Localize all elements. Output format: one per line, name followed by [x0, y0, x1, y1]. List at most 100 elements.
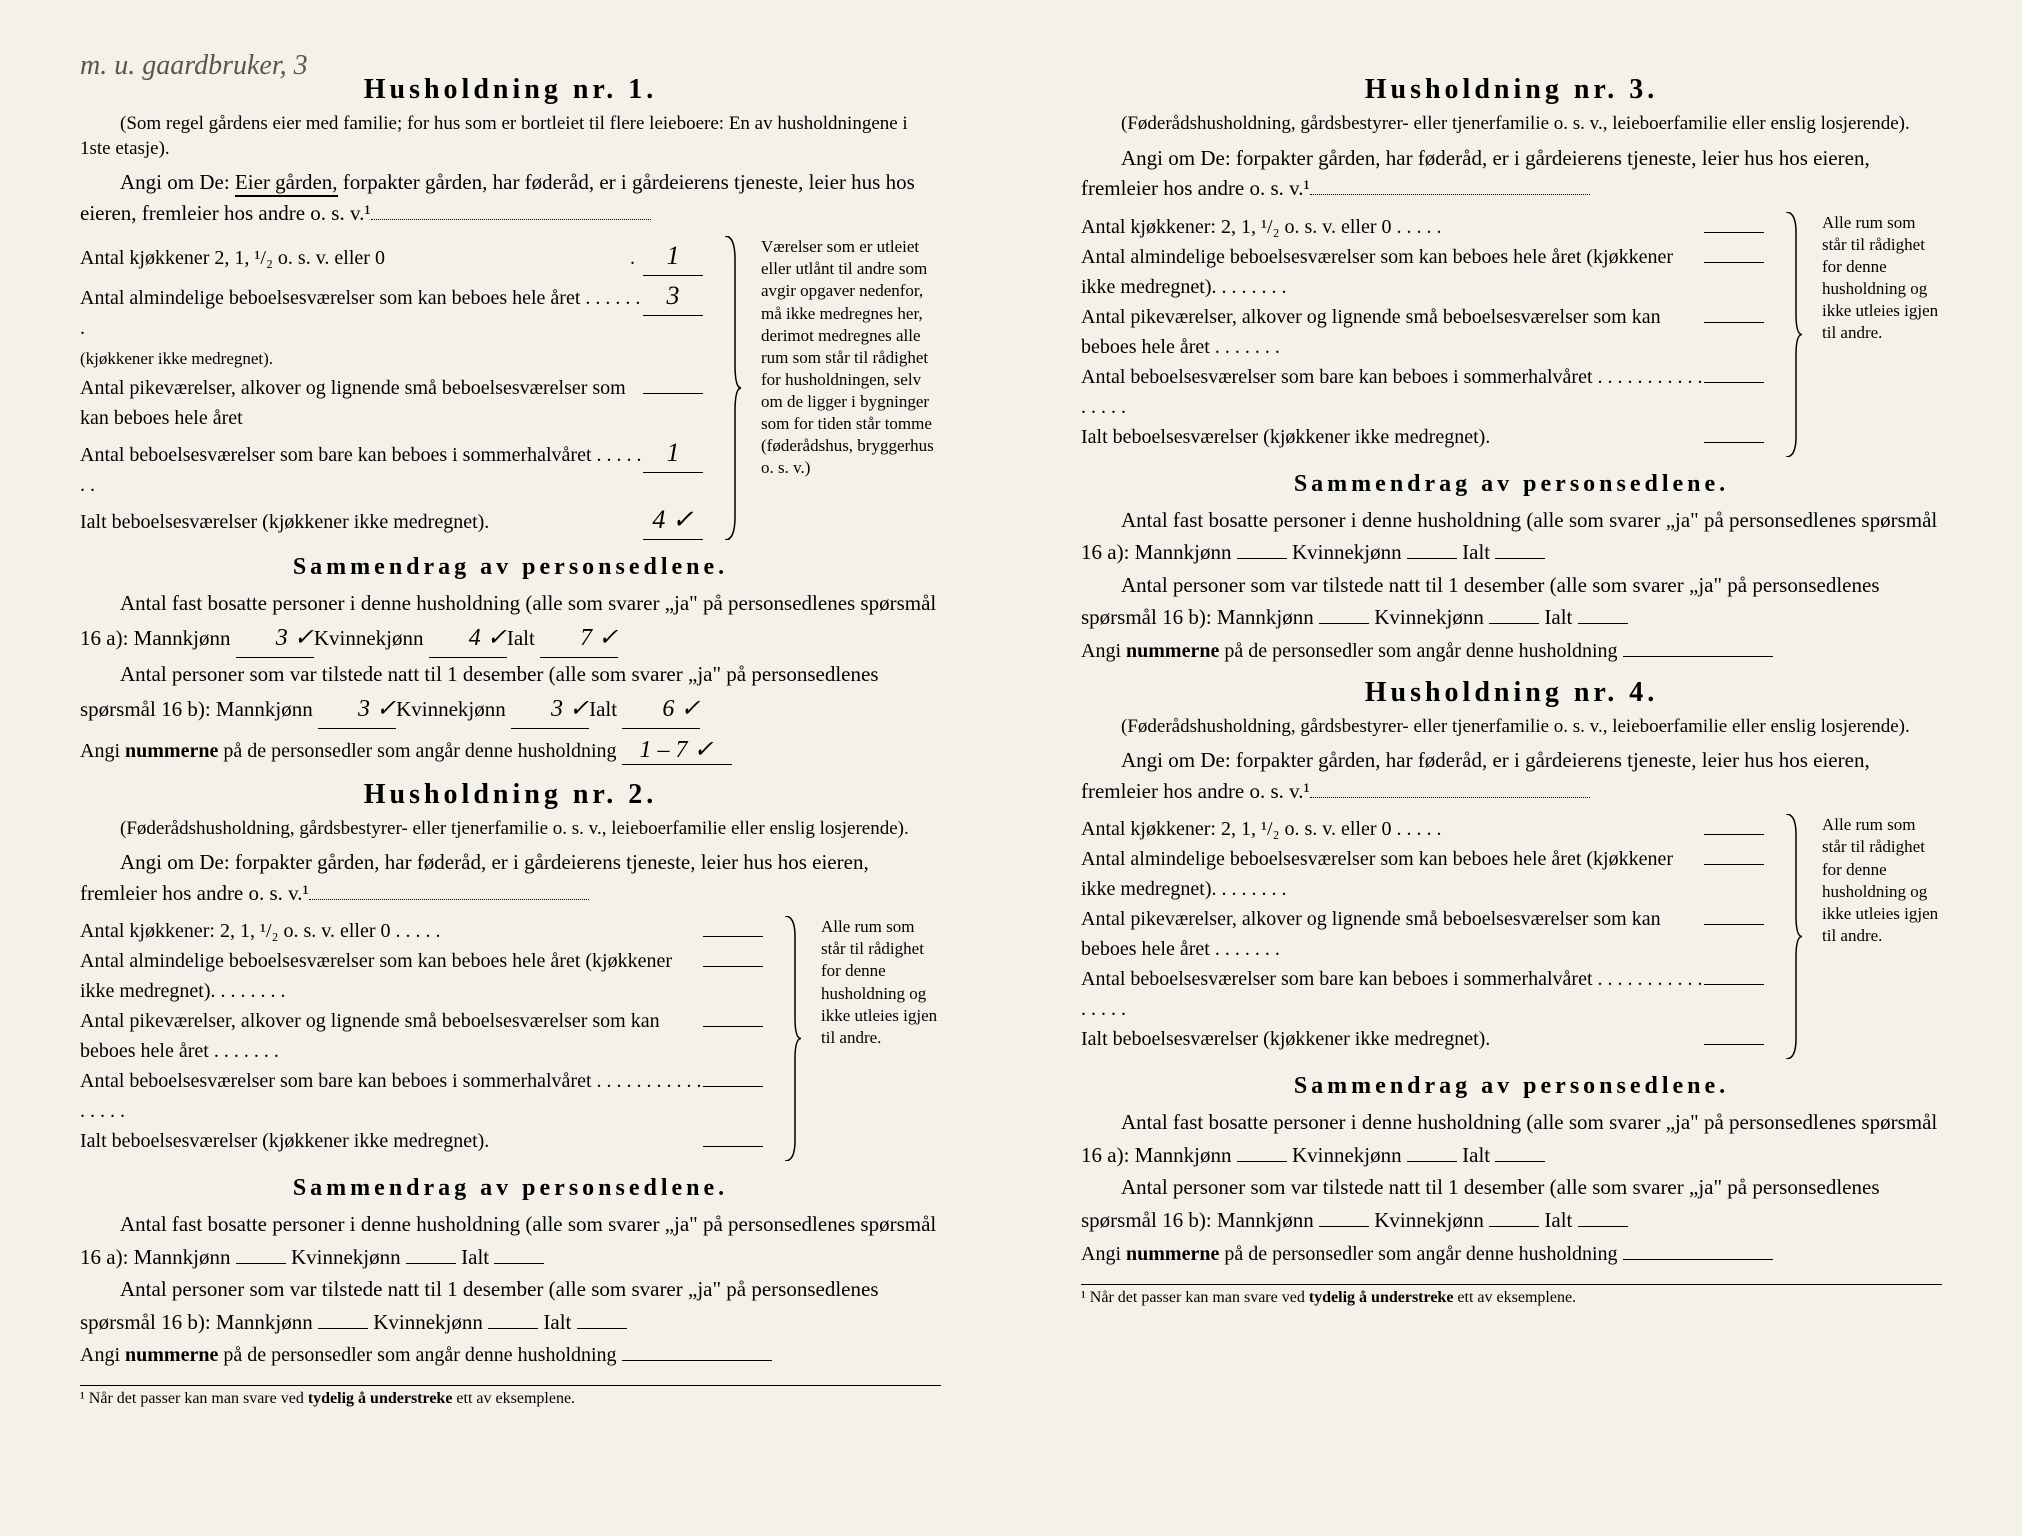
angi-blank	[371, 219, 651, 220]
kvinn-a	[1407, 558, 1457, 559]
angi-blank	[1310, 194, 1590, 195]
ialt-a	[1495, 1161, 1545, 1162]
section-title: Husholdning nr. 3.	[1081, 74, 1942, 106]
ialt-b: 6 ✓	[622, 691, 700, 729]
section-4: Husholdning nr. 4. (Føderådshusholdning,…	[1081, 677, 1942, 1307]
room-list: Antal kjøkkener: 2, 1, ¹/₂ o. s. v. elle…	[1081, 212, 1764, 457]
mann-a	[236, 1263, 286, 1264]
kvinn-a	[406, 1263, 456, 1264]
room-list: Antal kjøkkener: 2, 1, ¹/₂ o. s. v. elle…	[80, 916, 763, 1161]
room-label: Antal beboelsesværelser som bare kan beb…	[1081, 362, 1704, 422]
section-2: Husholdning nr. 2. (Føderådshusholdning,…	[80, 779, 941, 1409]
room-block: Antal kjøkkener: 2, 1, ¹/₂ o. s. v. elle…	[80, 916, 941, 1161]
room-label: Ialt beboelsesværelser (kjøkkener ikke m…	[1081, 1024, 1704, 1054]
angi-line: Angi om De: forpakter gården, har føderå…	[1081, 745, 1942, 806]
angi-num-val: 1 – 7 ✓	[622, 735, 732, 765]
room-value	[703, 936, 763, 937]
kvinn-b	[488, 1328, 538, 1329]
ialt-b	[1578, 623, 1628, 624]
kvinn-a: 4 ✓	[429, 620, 507, 658]
kvinn-b: 3 ✓	[511, 691, 589, 729]
room-value	[1704, 232, 1764, 233]
footnote: ¹ Når det passer kan man svare ved tydel…	[1081, 1284, 1942, 1307]
count-16b: Antal personer som var tilstede natt til…	[1081, 569, 1942, 634]
mann-a	[1237, 558, 1287, 559]
kvinn-b	[1489, 1226, 1539, 1227]
angi-line: Angi om De: Eier gården, forpakter gårde…	[80, 167, 941, 228]
room-value	[1704, 382, 1764, 383]
room-label: Antal kjøkkener: 2, 1, ¹/₂ o. s. v. elle…	[80, 916, 703, 946]
right-page: Husholdning nr. 3. (Føderådshusholdning,…	[1011, 30, 2022, 1506]
mann-a	[1237, 1161, 1287, 1162]
room-label: Antal almindelige beboelsesværelser som …	[80, 283, 643, 373]
angi-nummerne: Angi nummerne på de personsedler som ang…	[1081, 640, 1942, 663]
room-label: Antal almindelige beboelsesværelser som …	[80, 946, 703, 1006]
room-value	[1704, 984, 1764, 985]
angi-num-val	[622, 1360, 772, 1361]
room-list: Antal kjøkkener 2, 1, ¹/₂ o. s. v. eller…	[80, 236, 703, 540]
room-value	[703, 1026, 763, 1027]
room-label: Antal beboelsesværelser som bare kan beb…	[80, 1066, 703, 1126]
room-value	[1704, 262, 1764, 263]
angi-line: Angi om De: forpakter gården, har føderå…	[80, 847, 941, 908]
room-value: 1	[643, 236, 703, 276]
section-title: Husholdning nr. 4.	[1081, 677, 1942, 709]
room-label: Antal almindelige beboelsesværelser som …	[1081, 242, 1704, 302]
room-label: Ialt beboelsesværelser (kjøkkener ikke m…	[1081, 422, 1704, 452]
angi-blank	[309, 899, 589, 900]
room-value	[1704, 864, 1764, 865]
section-subtitle: (Føderådshusholdning, gårdsbestyrer- ell…	[1081, 112, 1942, 137]
room-value	[703, 1146, 763, 1147]
section-subtitle: (Føderådshusholdning, gårdsbestyrer- ell…	[1081, 715, 1942, 740]
room-label: Antal pikeværelser, alkover og lignende …	[1081, 904, 1704, 964]
ialt-a	[494, 1263, 544, 1264]
room-block: Antal kjøkkener: 2, 1, ¹/₂ o. s. v. elle…	[1081, 814, 1942, 1059]
section-title: Husholdning nr. 2.	[80, 779, 941, 811]
room-label: Antal kjøkkener: 2, 1, ¹/₂ o. s. v. elle…	[1081, 814, 1704, 844]
angi-num-val	[1623, 1259, 1773, 1260]
footnote: ¹ Når det passer kan man svare ved tydel…	[80, 1385, 941, 1408]
brace-icon	[1784, 814, 1802, 1059]
room-label: Antal almindelige beboelsesværelser som …	[1081, 844, 1704, 904]
angi-nummerne: Angi nummerne på de personsedler som ang…	[1081, 1243, 1942, 1266]
count-16b: Antal personer som var tilstede natt til…	[80, 1273, 941, 1338]
sidenote: Alle rum som står til rådighet for denne…	[1822, 212, 1942, 457]
room-value	[1704, 1044, 1764, 1045]
brace-icon	[723, 236, 741, 540]
angi-underlined: Eier gården,	[235, 170, 338, 197]
room-value: 3	[643, 276, 703, 316]
count-16a: Antal fast bosatte personer i denne hush…	[80, 1208, 941, 1273]
room-block: Antal kjøkkener: 2, 1, ¹/₂ o. s. v. elle…	[1081, 212, 1942, 457]
ialt-a	[1495, 558, 1545, 559]
angi-line: Angi om De: forpakter gården, har føderå…	[1081, 143, 1942, 204]
handwritten-note: m. u. gaardbruker, 3	[80, 50, 308, 82]
mann-b	[1319, 623, 1369, 624]
mann-b	[318, 1328, 368, 1329]
angi-nummerne: Angi nummerne på de personsedler som ang…	[80, 1344, 941, 1367]
room-label: Antal pikeværelser, alkover og lignende …	[1081, 302, 1704, 362]
room-value	[643, 393, 703, 394]
room-block: Antal kjøkkener 2, 1, ¹/₂ o. s. v. eller…	[80, 236, 941, 540]
mann-b: 3 ✓	[318, 691, 396, 729]
section-3: Husholdning nr. 3. (Føderådshusholdning,…	[1081, 74, 1942, 663]
room-label: Antal beboelsesværelser som bare kan beb…	[1081, 964, 1704, 1024]
mann-a: 3 ✓	[236, 620, 314, 658]
room-label: Ialt beboelsesværelser (kjøkkener ikke m…	[80, 1126, 703, 1156]
angi-prefix: Angi om De:	[120, 170, 235, 194]
sidenote: Værelser som er utleiet eller utlånt til…	[761, 236, 941, 540]
room-label: Antal beboelsesværelser som bare kan beb…	[80, 440, 643, 500]
brace-icon	[783, 916, 801, 1161]
ialt-a: 7 ✓	[540, 620, 618, 658]
sammen-title: Sammendrag av personsedlene.	[80, 1175, 941, 1202]
angi-nummerne: Angi nummerne på de personsedler som ang…	[80, 735, 941, 765]
sidenote: Alle rum som står til rådighet for denne…	[821, 916, 941, 1161]
ialt-b	[577, 1328, 627, 1329]
section-subtitle: (Føderådshusholdning, gårdsbestyrer- ell…	[80, 817, 941, 842]
room-label: Antal kjøkkener 2, 1, ¹/₂ o. s. v. eller…	[80, 243, 630, 273]
section-subtitle: (Som regel gårdens eier med familie; for…	[80, 112, 941, 161]
angi-num-val	[1623, 656, 1773, 657]
sammen-title: Sammendrag av personsedlene.	[1081, 1073, 1942, 1100]
kvinn-b	[1489, 623, 1539, 624]
sidenote: Alle rum som står til rådighet for denne…	[1822, 814, 1942, 1059]
count-16b: Antal personer som var tilstede natt til…	[80, 658, 941, 729]
